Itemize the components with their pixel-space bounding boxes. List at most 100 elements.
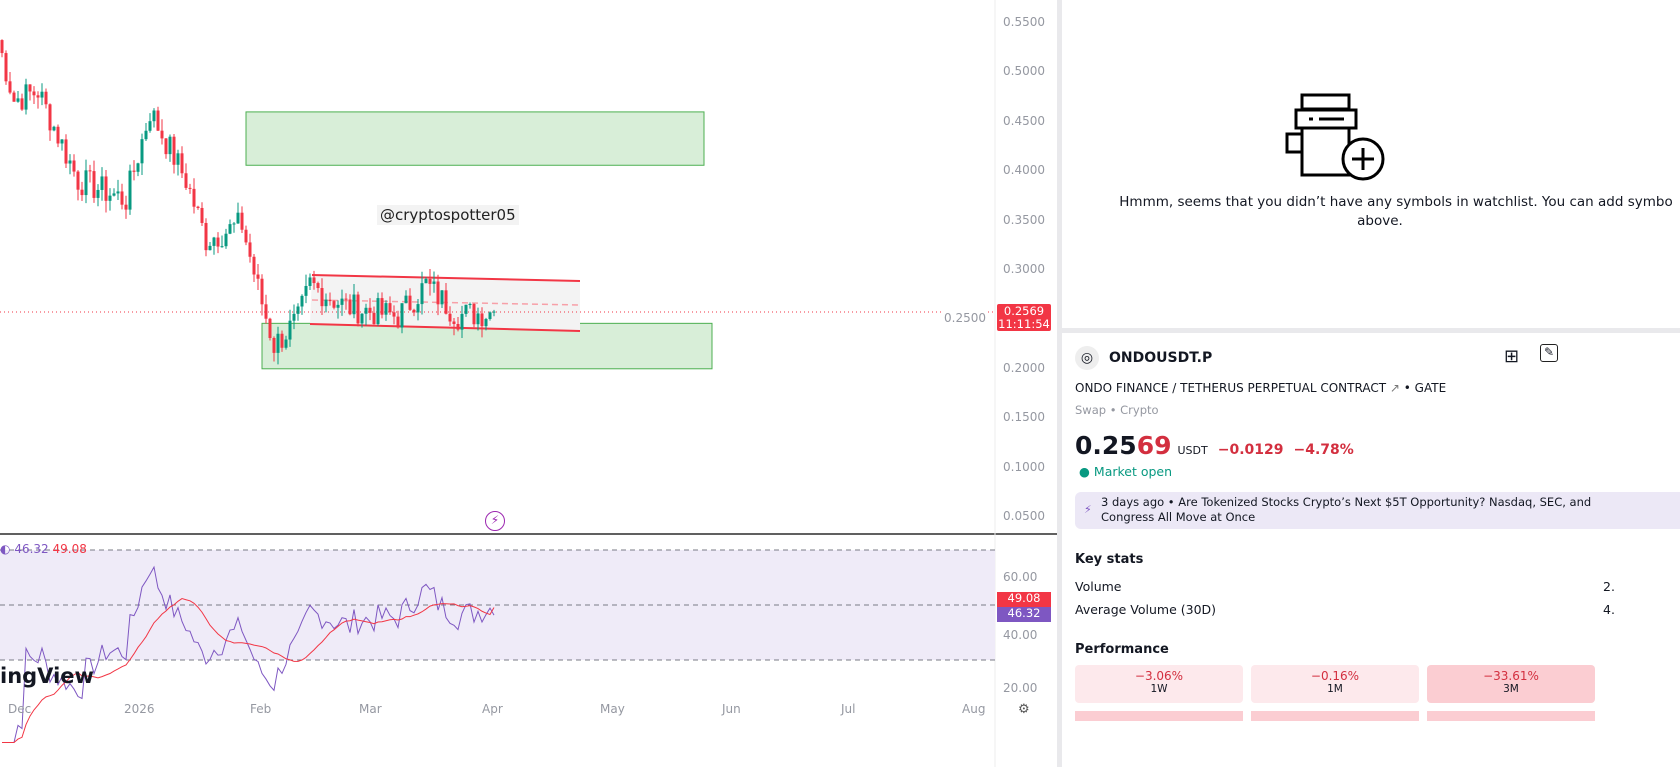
time-axis-label: Jul (841, 702, 856, 716)
settings-icon[interactable]: ⚙ (1018, 702, 1030, 717)
rsi-axis-label: 20.00 (1003, 681, 1038, 695)
time-axis-label: Aug (962, 702, 986, 716)
news-time: 3 days ago (1101, 495, 1165, 509)
news-item[interactable]: ⚡ 3 days ago • Are Tokenized Stocks Cryp… (1075, 492, 1680, 529)
candle-body (16, 98, 20, 102)
last-price-tag: 0.2569 11:11:54 (997, 304, 1051, 331)
candle-body (80, 189, 84, 196)
news-title: Are Tokenized Stocks Crypto’s Next $5T O… (1178, 495, 1592, 509)
symbol-description: ONDO FINANCE / TETHERUS PERPETUAL CONTRA… (1075, 381, 1387, 395)
panel-divider[interactable] (1057, 0, 1062, 767)
candle-body (68, 160, 72, 164)
candle-body (464, 304, 468, 314)
time-axis-label: Jun (722, 702, 741, 716)
candle-body (408, 295, 412, 310)
exchange: GATE (1414, 381, 1447, 395)
price-axis-label: 0.1500 (1003, 410, 1045, 425)
rsi-ma-line (2, 598, 495, 743)
perf-label: 1M (1327, 683, 1343, 695)
candle-body (140, 139, 144, 164)
key-stats-title: Key stats (1075, 552, 1144, 567)
candle-body (216, 237, 220, 247)
candle-body (292, 313, 296, 321)
perf-row2 (1251, 711, 1419, 721)
candle-body (112, 193, 116, 196)
price-change-pct: −4.78% (1293, 442, 1354, 458)
time-axis-label: 2026 (124, 702, 155, 716)
candle-body (472, 303, 476, 325)
candle-body (72, 160, 76, 172)
candle-body (60, 139, 64, 144)
candle-body (156, 110, 160, 131)
candle-body (392, 312, 396, 317)
stat-value: 2. (1603, 579, 1615, 594)
candle-body (148, 121, 152, 131)
candle-body (420, 283, 424, 305)
price-axis-label: 0.3000 (1003, 262, 1045, 276)
candle-body (108, 195, 112, 201)
candle-body (444, 290, 448, 314)
candle-body (92, 171, 96, 198)
candle-body (480, 313, 484, 327)
perf-1w[interactable]: −3.06% 1W (1075, 665, 1243, 703)
candle-body (12, 92, 16, 102)
rsi-value: 46.32 (14, 542, 49, 556)
status-dot-icon: ● (1079, 464, 1090, 479)
candle-body (340, 298, 344, 305)
lightning-icon[interactable]: ⚡ (485, 511, 505, 531)
price-axis-label: 0.0500 (1003, 509, 1045, 523)
rsi-value-tag: 46.32 (997, 607, 1051, 622)
time-axis-label: Apr (482, 702, 503, 716)
candle-body (220, 246, 224, 248)
perf-3m[interactable]: −33.61% 3M (1427, 665, 1595, 703)
time-axis-label: Mar (359, 702, 382, 716)
candle-body (128, 170, 132, 210)
panel-separator[interactable] (1062, 328, 1680, 333)
candle-body (0, 40, 4, 54)
brand-logo: ingView (0, 664, 94, 688)
candle-body (232, 223, 236, 225)
rsi-axis-label: 40.00 (1003, 628, 1038, 642)
price-axis-label: 0.4500 (1003, 113, 1045, 128)
layout-grid-icon[interactable]: ⊞ (1504, 346, 1520, 367)
candle-body (492, 311, 496, 313)
candle-body (412, 309, 416, 313)
candle-body (376, 298, 380, 325)
candle-body (200, 207, 204, 223)
time-axis-label: Feb (250, 702, 272, 716)
candle-body (388, 303, 392, 313)
symbol-ticker[interactable]: ONDOUSDT.P (1109, 350, 1213, 366)
external-link-icon[interactable]: ↗ (1389, 381, 1400, 395)
candle-body (84, 170, 88, 196)
stat-label: Volume (1075, 579, 1122, 594)
candle-body (432, 281, 436, 284)
symbol-logo-icon: ◎ (1075, 346, 1099, 370)
candle-body (52, 126, 56, 131)
edit-icon[interactable]: ✎ (1540, 344, 1558, 362)
rsi-line (2, 565, 495, 743)
candle-body (64, 139, 68, 164)
candle-body (152, 110, 156, 122)
candle-body (172, 136, 176, 165)
watchlist-panel: Hmmm, seems that you didn’t have any sym… (1062, 0, 1680, 328)
watermark: @cryptospotter05 (377, 205, 519, 225)
candle-body (416, 304, 420, 313)
price-axis-label: 0.2500 (942, 311, 988, 326)
candle-body (264, 304, 268, 319)
candle-body (272, 337, 276, 353)
market-status: Market open (1093, 464, 1173, 479)
chart-canvas[interactable] (0, 0, 1057, 767)
candle-body (460, 313, 464, 330)
candle-body (448, 313, 452, 322)
price-chart[interactable]: @cryptospotter05 ◐ 46.32 49.08 ingView ⚡… (0, 0, 1057, 767)
empty-message-line: Hmmm, seems that you didn’t have any sym… (1119, 194, 1673, 210)
candle-body (164, 138, 168, 155)
candle-body (132, 170, 136, 172)
perf-1m[interactable]: −0.16% 1M (1251, 665, 1419, 703)
candle-body (28, 84, 32, 92)
candle-body (280, 333, 284, 348)
candle-body (276, 333, 280, 353)
candle-body (328, 299, 332, 302)
right-panel: Hmmm, seems that you didn’t have any sym… (1062, 0, 1680, 767)
candle-body (260, 278, 264, 305)
